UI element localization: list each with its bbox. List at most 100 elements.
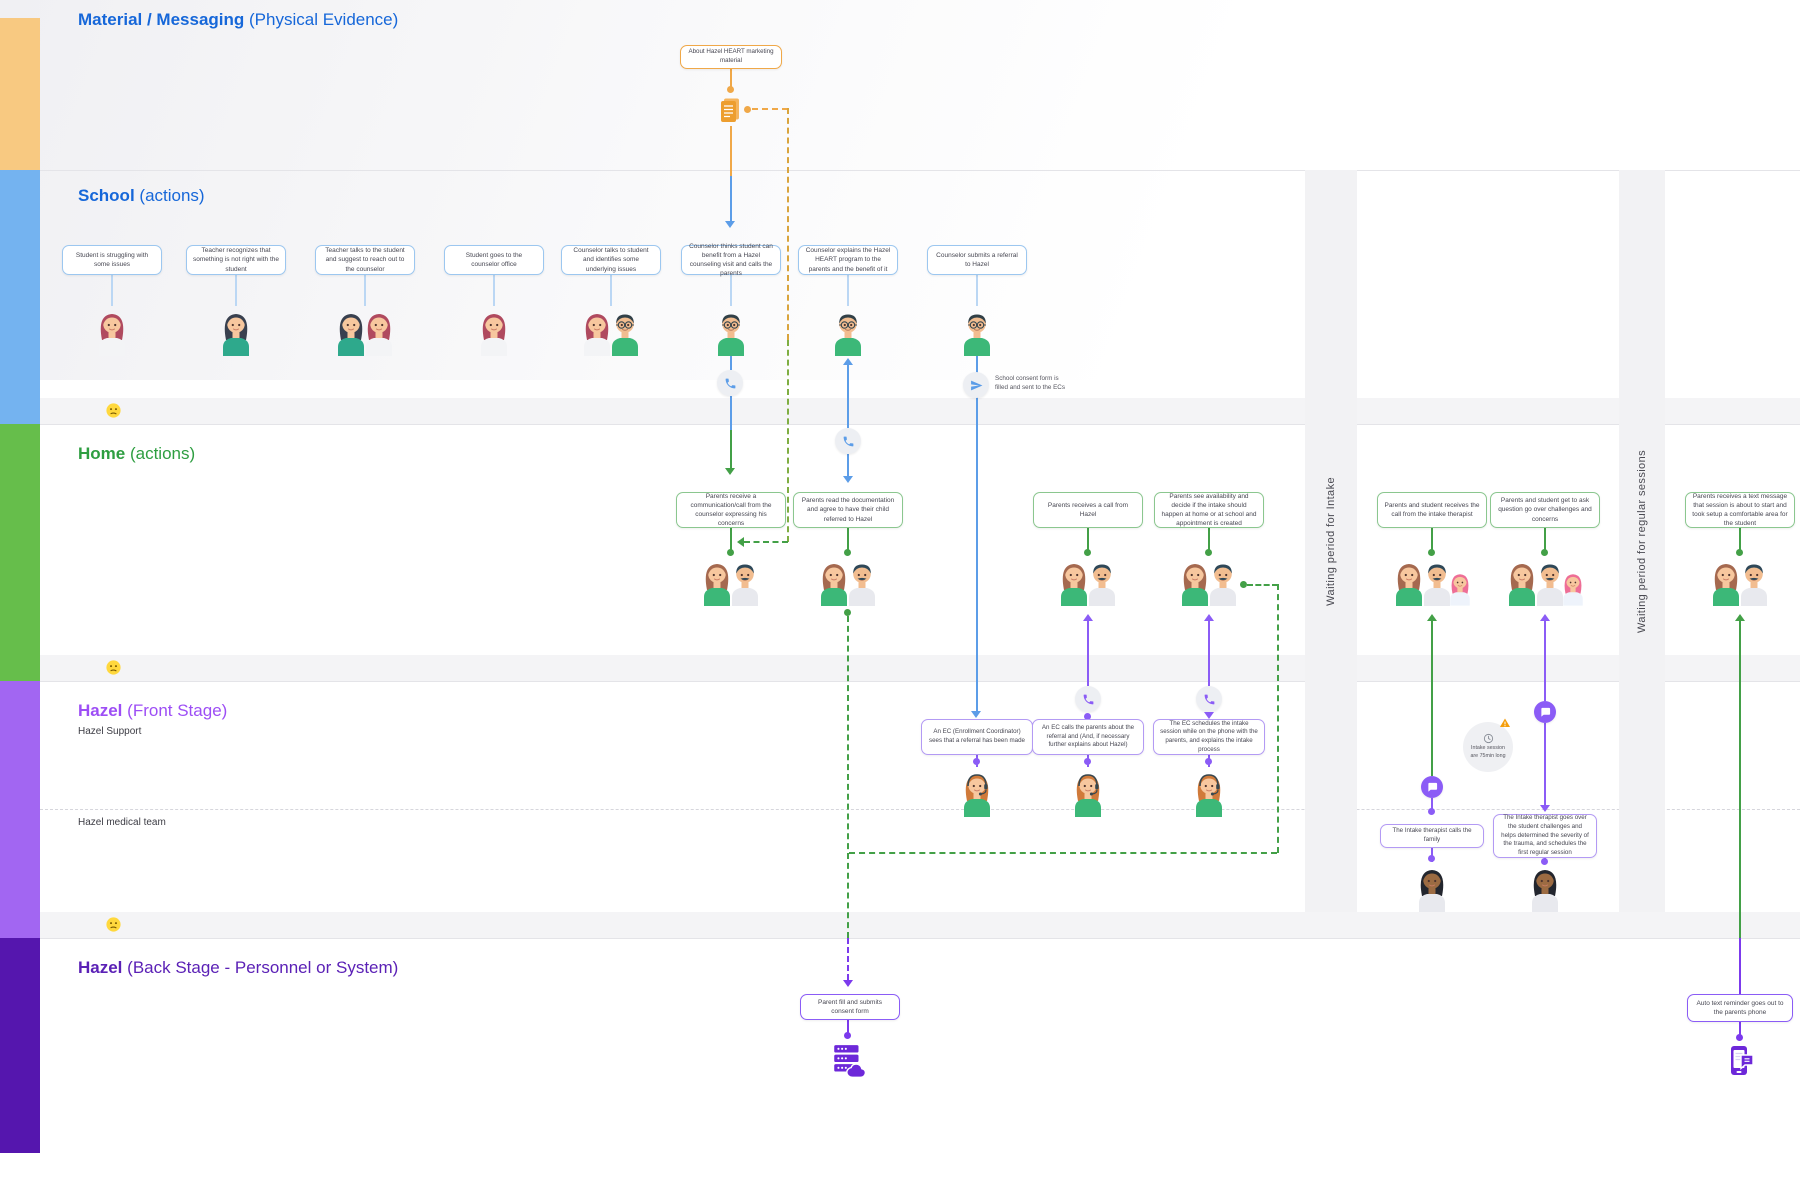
connector-dot xyxy=(1205,549,1212,556)
home-step-box[interactable]: Parents receive a communication/call fro… xyxy=(676,492,786,528)
connector xyxy=(111,275,113,306)
paper-plane-icon xyxy=(963,372,989,398)
intake-therapist-avatar xyxy=(1412,862,1452,912)
school-step-box[interactable]: Student goes to the counselor office xyxy=(444,245,544,275)
school-lane-title-bold: School xyxy=(78,186,135,205)
hazel-medical-step-box[interactable]: The Intake therapist calls the family xyxy=(1380,824,1484,848)
material-step-box[interactable]: About Hazel HEART marketing material xyxy=(680,45,782,69)
hazel-back-step-box[interactable]: Parent fill and submits consent form xyxy=(800,994,900,1020)
hazel-back-step-box[interactable]: Auto text reminder goes out to the paren… xyxy=(1687,994,1793,1022)
server-cloud-icon xyxy=(834,1045,867,1079)
intake-duration-note-text: Intake session are 75min long xyxy=(1470,745,1506,759)
connector-dot xyxy=(1736,549,1743,556)
intake-therapist-avatar xyxy=(1525,862,1565,912)
connector xyxy=(730,396,732,430)
hazel-front-mood-strip xyxy=(40,912,1800,938)
school-lane-band xyxy=(0,170,40,424)
home-step-box[interactable]: Parents read the documentation and agree… xyxy=(793,492,903,528)
connector xyxy=(847,365,849,428)
hazel-medical-step-box[interactable]: The Intake therapist goes over the stude… xyxy=(1493,814,1597,858)
lane-divider xyxy=(40,938,1800,939)
connector-dot xyxy=(727,549,734,556)
home-step-box[interactable]: Parents see availability and decide if t… xyxy=(1154,492,1264,528)
home-step-box[interactable]: Parents and student receives the call fr… xyxy=(1377,492,1487,528)
home-step-box[interactable]: Parents and student get to ask question … xyxy=(1490,492,1600,528)
home-lane-title-bold: Home xyxy=(78,444,126,463)
connector xyxy=(1544,621,1546,701)
connector-dot xyxy=(1084,713,1091,720)
connector-dot xyxy=(1736,1034,1743,1041)
school-step-box[interactable]: Counselor submits a referral to Hazel xyxy=(927,245,1027,275)
hazel-back-lane-title-sub: (Back Stage - Personnel or System) xyxy=(127,958,399,977)
hazel-support-step-box[interactable]: An EC calls the parents about the referr… xyxy=(1032,719,1144,755)
connector-dot xyxy=(1428,808,1435,815)
connector xyxy=(730,275,732,306)
hazel-support-sublane-label: Hazel Support xyxy=(78,726,142,737)
connector-dot xyxy=(1240,581,1247,588)
connector-dot xyxy=(1541,549,1548,556)
connector xyxy=(1739,1022,1741,1038)
school-step-box[interactable]: Counselor explains the Hazel HEART progr… xyxy=(798,245,898,275)
material-lane-title-bold: Material / Messaging xyxy=(78,10,245,29)
connector xyxy=(235,275,237,306)
arrowhead xyxy=(843,476,853,483)
connector-dot xyxy=(1084,758,1091,765)
student-counselor-avatar xyxy=(577,306,645,356)
arrowhead xyxy=(1540,614,1550,621)
student-avatar xyxy=(474,306,514,356)
connector xyxy=(730,176,732,222)
dashed-connector xyxy=(849,852,1277,854)
hazel-front-lane-title-bold: Hazel xyxy=(78,701,123,720)
school-step-box[interactable]: Counselor thinks student can benefit fro… xyxy=(681,243,781,277)
support-agent-avatar xyxy=(957,767,997,817)
connector xyxy=(847,528,849,552)
connector xyxy=(1544,723,1546,805)
hazel-support-step-box[interactable]: An EC (Enrollment Coordinator) sees that… xyxy=(921,719,1033,755)
material-lane-title: Material / Messaging (Physical Evidence) xyxy=(78,10,398,30)
home-step-box[interactable]: Parents receives a text message that ses… xyxy=(1685,492,1795,528)
hazel-front-lane-title-sub: (Front Stage) xyxy=(127,701,228,720)
teacher-avatar xyxy=(216,306,256,356)
school-step-box[interactable]: Student is struggling with some issues xyxy=(62,245,162,275)
intake-duration-note[interactable]: Intake session are 75min long xyxy=(1463,722,1513,772)
waiting-period-regular-column: Waiting period for regular sessions xyxy=(1619,170,1665,912)
phone-call-icon xyxy=(835,428,861,454)
arrowhead xyxy=(1427,614,1437,621)
school-step-box[interactable]: Teacher talks to the student and suggest… xyxy=(315,245,415,275)
home-step-box[interactable]: Parents receives a call from Hazel xyxy=(1033,492,1143,528)
parents-avatar xyxy=(814,556,882,606)
dashed-connector xyxy=(744,541,788,543)
connector xyxy=(1544,528,1546,552)
lane-divider xyxy=(40,424,1800,425)
connector xyxy=(1431,528,1433,552)
counselor-avatar xyxy=(957,306,997,356)
hazel-back-lane-title: Hazel (Back Stage - Personnel or System) xyxy=(78,958,398,978)
school-step-box[interactable]: Counselor talks to student and identifie… xyxy=(561,245,661,275)
connector xyxy=(730,69,732,87)
arrowhead xyxy=(1540,805,1550,812)
lane-divider xyxy=(40,170,1800,171)
connector-dot xyxy=(844,609,851,616)
connector-dot xyxy=(744,106,751,113)
parents-avatar xyxy=(1054,556,1122,606)
connector xyxy=(730,126,732,176)
connector xyxy=(1087,621,1089,686)
hazel-support-step-box[interactable]: The EC schedules the intake session whil… xyxy=(1153,719,1265,755)
connector xyxy=(610,275,612,306)
arrowhead xyxy=(971,711,981,718)
parents-student-avatar xyxy=(1389,556,1475,606)
marketing-document-icon xyxy=(721,98,739,122)
dashed-connector xyxy=(787,108,789,340)
arrowhead xyxy=(737,537,744,547)
hazel-front-lane-band xyxy=(0,681,40,938)
connector xyxy=(1431,621,1433,776)
counselor-avatar xyxy=(711,306,751,356)
dashed-connector xyxy=(787,340,789,542)
home-lane-band xyxy=(0,424,40,681)
hazel-back-lane-title-bold: Hazel xyxy=(78,958,123,977)
school-step-box[interactable]: Teacher recognizes that something is not… xyxy=(186,245,286,275)
connector-dot xyxy=(1205,758,1212,765)
home-lane-title: Home (actions) xyxy=(78,444,195,464)
consent-note: School consent form is filled and sent t… xyxy=(995,375,1066,392)
connector xyxy=(976,275,978,306)
